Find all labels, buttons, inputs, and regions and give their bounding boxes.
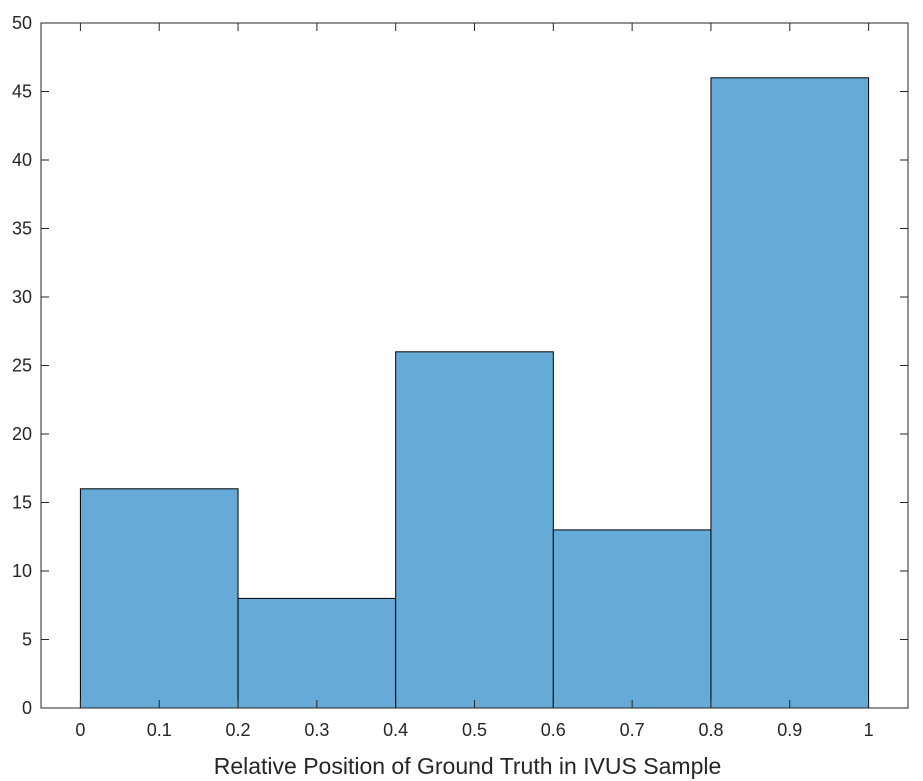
histogram-bar-5 xyxy=(710,77,870,709)
x-ticks-group: 0 0.1 0.2 0.3 0.4 0.5 0.6 0.7 0.8 0.9 1 xyxy=(75,23,874,740)
y-tick-label: 25 xyxy=(12,356,32,376)
y-tick-label: 50 xyxy=(12,13,32,33)
y-tick-label: 5 xyxy=(22,630,32,650)
x-tick-label: 0 xyxy=(75,720,85,740)
x-tick-label: 0.7 xyxy=(620,720,645,740)
x-tick-label: 0.9 xyxy=(777,720,802,740)
y-tick-label: 45 xyxy=(12,82,32,102)
y-ticks-group: 0 5 10 15 20 25 30 35 40 45 50 xyxy=(12,13,908,718)
y-tick-label: 40 xyxy=(12,150,32,170)
bars-group xyxy=(79,77,870,709)
x-tick-label: 0.4 xyxy=(383,720,408,740)
x-tick-label: 0.1 xyxy=(147,720,172,740)
x-tick-label: 1 xyxy=(864,720,874,740)
histogram-bar-1 xyxy=(79,488,239,709)
histogram-bar-3 xyxy=(395,351,554,709)
x-tick-label: 0.6 xyxy=(541,720,566,740)
y-tick-label: 20 xyxy=(12,424,32,444)
y-tick-label: 0 xyxy=(22,698,32,718)
y-tick-label: 15 xyxy=(12,493,32,513)
x-axis-label: Relative Position of Ground Truth in IVU… xyxy=(214,753,722,779)
x-tick-label: 0.3 xyxy=(304,720,329,740)
y-tick-label: 30 xyxy=(12,287,32,307)
x-tick-label: 0.2 xyxy=(226,720,251,740)
y-tick-label: 10 xyxy=(12,561,32,581)
x-tick-label: 0.5 xyxy=(462,720,487,740)
x-tick-label: 0.8 xyxy=(698,720,723,740)
y-tick-label: 35 xyxy=(12,219,32,239)
histogram-bar-4 xyxy=(552,529,712,709)
histogram-bar-2 xyxy=(237,597,397,709)
